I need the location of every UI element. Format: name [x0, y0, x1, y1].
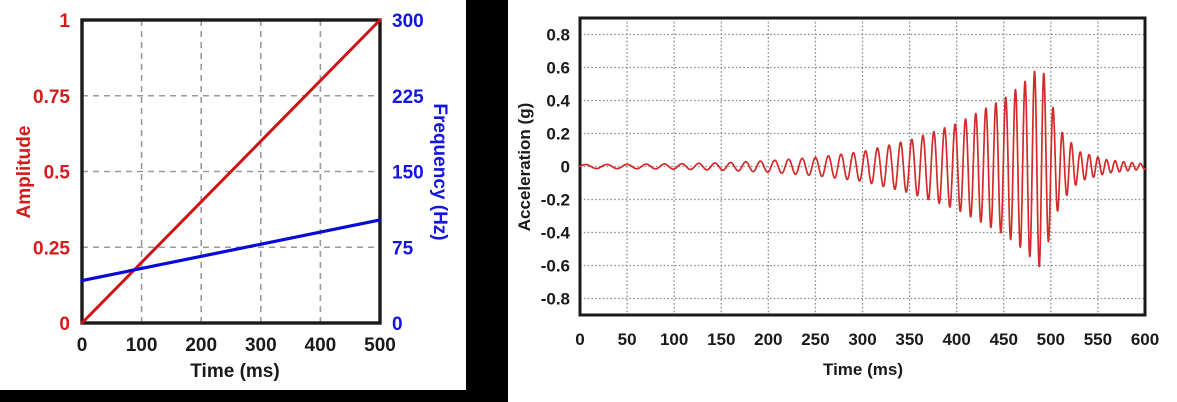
x-tick-label: 200: [185, 335, 217, 356]
right-chart-series-group: [579, 70, 1146, 268]
x-tick-label: 150: [707, 330, 735, 349]
left-chart-amplitude-line: [80, 18, 382, 325]
x-tick-label: 300: [245, 335, 277, 356]
y-tick-label: 0: [59, 314, 70, 335]
y-tick-label: -0.4: [541, 224, 571, 243]
left-chart-svg: 0 100 200 300 400 500 0 0.25 0.5 0.75 1 0 75 150 225…: [14, 11, 450, 382]
x-tick-label: 200: [754, 330, 782, 349]
x-tick-label: 350: [895, 330, 923, 349]
x-tick-label: 100: [126, 335, 158, 356]
right-chart-x-tick-labels: 0 50 100 150 200 250 300 350 400 450 500 550 600: [575, 330, 1159, 349]
y-tick-label: 1: [59, 11, 70, 32]
right-chart-y-axis-label: Acceleration (g): [515, 103, 534, 231]
x-tick-label: 600: [1131, 330, 1159, 349]
y-tick-label: 0.25: [33, 238, 70, 259]
y-tick-label: 0.75: [33, 87, 70, 108]
x-tick-label: 550: [1084, 330, 1112, 349]
left-chart-plot-frame: [80, 18, 382, 325]
y2-tick-label: 225: [392, 87, 424, 108]
left-chart-y2-tick-labels: 0 75 150 225 300: [392, 11, 424, 335]
y-tick-label: -0.8: [541, 290, 570, 309]
x-tick-label: 400: [305, 335, 337, 356]
x-tick-label: 250: [801, 330, 829, 349]
right-chart-acceleration-waveform: [579, 70, 1146, 268]
x-tick-label: 0: [77, 335, 88, 356]
y2-tick-label: 75: [392, 238, 414, 259]
left-chart-x-axis-label: Time (ms): [190, 361, 279, 382]
x-tick-label: 50: [618, 330, 637, 349]
x-tick-label: 400: [942, 330, 970, 349]
y-tick-label: 0.8: [546, 26, 570, 45]
x-tick-label: 500: [1037, 330, 1065, 349]
right-chart-svg: 0 50 100 150 200 250 300 350 400 450 500 550 600 0.8…: [515, 16, 1159, 379]
y-tick-label: 0.2: [546, 125, 570, 144]
x-tick-label: 100: [660, 330, 688, 349]
y2-tick-label: 0: [392, 314, 403, 335]
y-tick-label: -0.6: [541, 257, 570, 276]
x-tick-label: 450: [990, 330, 1018, 349]
x-tick-label: 300: [848, 330, 876, 349]
left-chart-x-tick-labels: 0 100 200 300 400 500: [77, 335, 396, 356]
left-chart-series-group: [80, 18, 382, 325]
right-chart-panel: 0 50 100 150 200 250 300 350 400 450 500 550 600 0.8…: [508, 0, 1177, 402]
y2-tick-label: 150: [392, 163, 424, 184]
left-chart-y-tick-labels: 0 0.25 0.5 0.75 1: [33, 11, 70, 335]
y2-tick-label: 300: [392, 11, 424, 32]
x-tick-label: 500: [364, 335, 396, 356]
y-tick-label: 0.5: [44, 163, 71, 184]
right-chart-y-tick-labels: 0.8 0.6 0.4 0.2 0 -0.2 -0.4 -0.6 -0.8: [541, 26, 571, 309]
right-chart-x-axis-label: Time (ms): [823, 360, 903, 379]
x-tick-label: 0: [575, 330, 584, 349]
left-chart-panel: 0 100 200 300 400 500 0 0.25 0.5 0.75 1 0 75 150 225…: [0, 0, 466, 390]
left-chart-y2-axis-label: Frequency (Hz): [429, 103, 450, 240]
y-tick-label: 0.4: [546, 92, 570, 111]
y-tick-label: 0: [561, 158, 570, 177]
y-tick-label: 0.6: [546, 59, 570, 78]
left-chart-y-axis-label: Amplitude: [14, 126, 35, 219]
y-tick-label: -0.2: [541, 191, 570, 210]
left-chart-frequency-line: [80, 218, 382, 283]
